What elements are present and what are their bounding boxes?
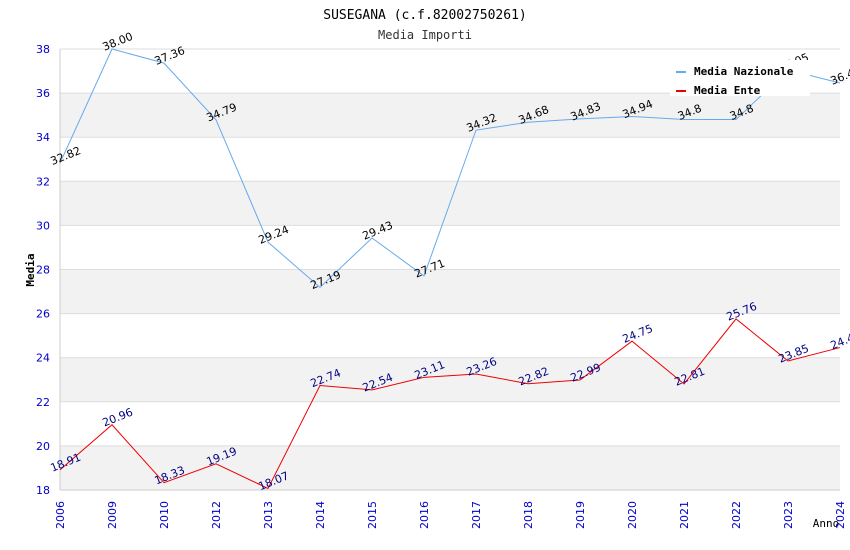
x-tick-2021: 2021 (678, 501, 691, 529)
x-tick-labels: 2006 2009 2010 2012 2013 2014 2015 2016 2017 2018… (54, 501, 847, 529)
band-8 (60, 93, 840, 138)
band-0 (60, 445, 840, 490)
band-7 (60, 137, 840, 182)
legend-label-ente: Media Ente (694, 84, 761, 97)
band-5 (60, 225, 840, 270)
band-4 (60, 269, 840, 314)
series-line-ente (59, 318, 841, 490)
series-line-nazionale (59, 48, 841, 289)
y-tick-38: 38 (36, 43, 50, 56)
x-tick-2024: 2024 (834, 501, 847, 529)
legend-label-nazionale: Media Nazionale (694, 65, 794, 78)
x-tick-2022: 2022 (730, 501, 743, 529)
y-tick-36: 36 (36, 87, 50, 100)
background-bands (60, 49, 840, 490)
x-tick-2014: 2014 (314, 501, 327, 529)
x-tick-2013: 2013 (262, 501, 275, 529)
band-2 (60, 357, 840, 402)
y-tick-32: 32 (36, 175, 50, 188)
x-tick-2015: 2015 (366, 501, 379, 529)
x-tick-2010: 2010 (158, 501, 171, 529)
y-tick-30: 30 (36, 219, 50, 232)
y-tick-22: 22 (36, 396, 50, 409)
x-tick-2016: 2016 (418, 501, 431, 529)
y-tick-26: 26 (36, 308, 50, 321)
x-tick-2018: 2018 (522, 501, 535, 529)
x-tick-2023: 2023 (782, 501, 795, 529)
x-tick-2017: 2017 (470, 501, 483, 529)
y-tick-20: 20 (36, 440, 50, 453)
x-tick-2019: 2019 (574, 501, 587, 529)
y-tick-24: 24 (36, 352, 50, 365)
legend: Media Nazionale Media Ente (670, 60, 810, 97)
x-tick-2006: 2006 (54, 501, 67, 529)
band-1 (60, 401, 840, 446)
y-axis-label: Media (24, 253, 37, 286)
chart-subtitle: Media Importi (378, 28, 472, 42)
x-tick-2020: 2020 (626, 501, 639, 529)
legend-box (670, 60, 810, 96)
gridlines (59, 48, 840, 491)
y-tick-labels: 18 20 22 24 26 28 30 32 34 36 38 (36, 43, 50, 497)
x-tick-2009: 2009 (106, 501, 119, 529)
x-axis-label: Anno (813, 517, 840, 530)
y-tick-34: 34 (36, 131, 50, 144)
x-tick-2012: 2012 (210, 501, 223, 529)
band-3 (60, 313, 840, 358)
series-lines (59, 48, 841, 490)
y-tick-28: 28 (36, 264, 50, 277)
chart-title: SUSEGANA (c.f.82002750261) (323, 8, 527, 23)
y-tick-18: 18 (36, 484, 50, 497)
